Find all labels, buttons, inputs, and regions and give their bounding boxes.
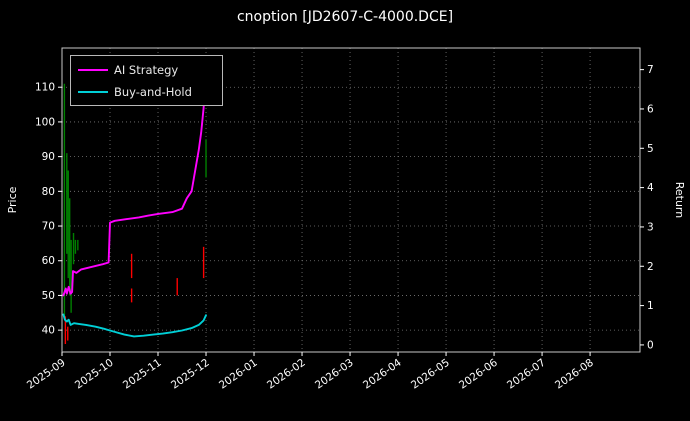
y-tick-label-left: 60 — [42, 255, 55, 267]
y-tick-label-left: 110 — [35, 82, 55, 94]
y-tick-label-left: 80 — [42, 186, 55, 198]
x-tick-label: 2026-08 — [553, 357, 596, 392]
y-tick-label-right: 6 — [647, 103, 654, 115]
y-tick-label-left: 100 — [35, 116, 55, 128]
y-tick-label-right: 7 — [647, 64, 654, 76]
legend: AI Strategy Buy-and-Hold — [70, 55, 223, 106]
x-tick-label: 2026-03 — [313, 357, 356, 392]
legend-label: AI Strategy — [114, 63, 178, 77]
legend-label: Buy-and-Hold — [114, 85, 192, 99]
y-tick-label-right: 5 — [647, 143, 654, 155]
x-tick-label: 2026-04 — [361, 356, 404, 391]
y-axis-label-right: Return — [673, 182, 686, 219]
x-tick-label: 2026-02 — [265, 357, 308, 392]
legend-box — [70, 55, 223, 106]
x-tick-label: 2026-01 — [217, 357, 260, 392]
x-tick-label: 2026-06 — [457, 356, 500, 391]
y-tick-label-left: 90 — [42, 151, 55, 163]
y-tick-label-right: 4 — [647, 182, 654, 194]
y-tick-label-left: 70 — [42, 221, 55, 233]
chart-title: cnoption [JD2607-C-4000.DCE] — [236, 9, 454, 25]
x-tick-label: 2025-10 — [73, 357, 116, 392]
y-axis-label-left: Price — [6, 186, 19, 213]
x-tick-label: 2026-07 — [505, 357, 548, 392]
x-tick-label: 2025-12 — [169, 357, 212, 392]
y-tick-label-right: 0 — [647, 339, 654, 351]
y-tick-label-left: 40 — [42, 325, 55, 337]
x-tick-label: 2025-09 — [25, 357, 68, 392]
series-buy-and-hold — [62, 313, 207, 338]
y-tick-label-right: 1 — [647, 300, 654, 312]
series-ai-strategy — [62, 68, 207, 297]
x-tick-label: 2026-05 — [409, 357, 452, 392]
y-tick-label-left: 50 — [42, 290, 55, 302]
y-tick-label-right: 2 — [647, 261, 654, 273]
plot-border — [61, 47, 641, 353]
y-tick-label-right: 3 — [647, 221, 654, 233]
x-tick-label: 2025-11 — [121, 357, 164, 392]
